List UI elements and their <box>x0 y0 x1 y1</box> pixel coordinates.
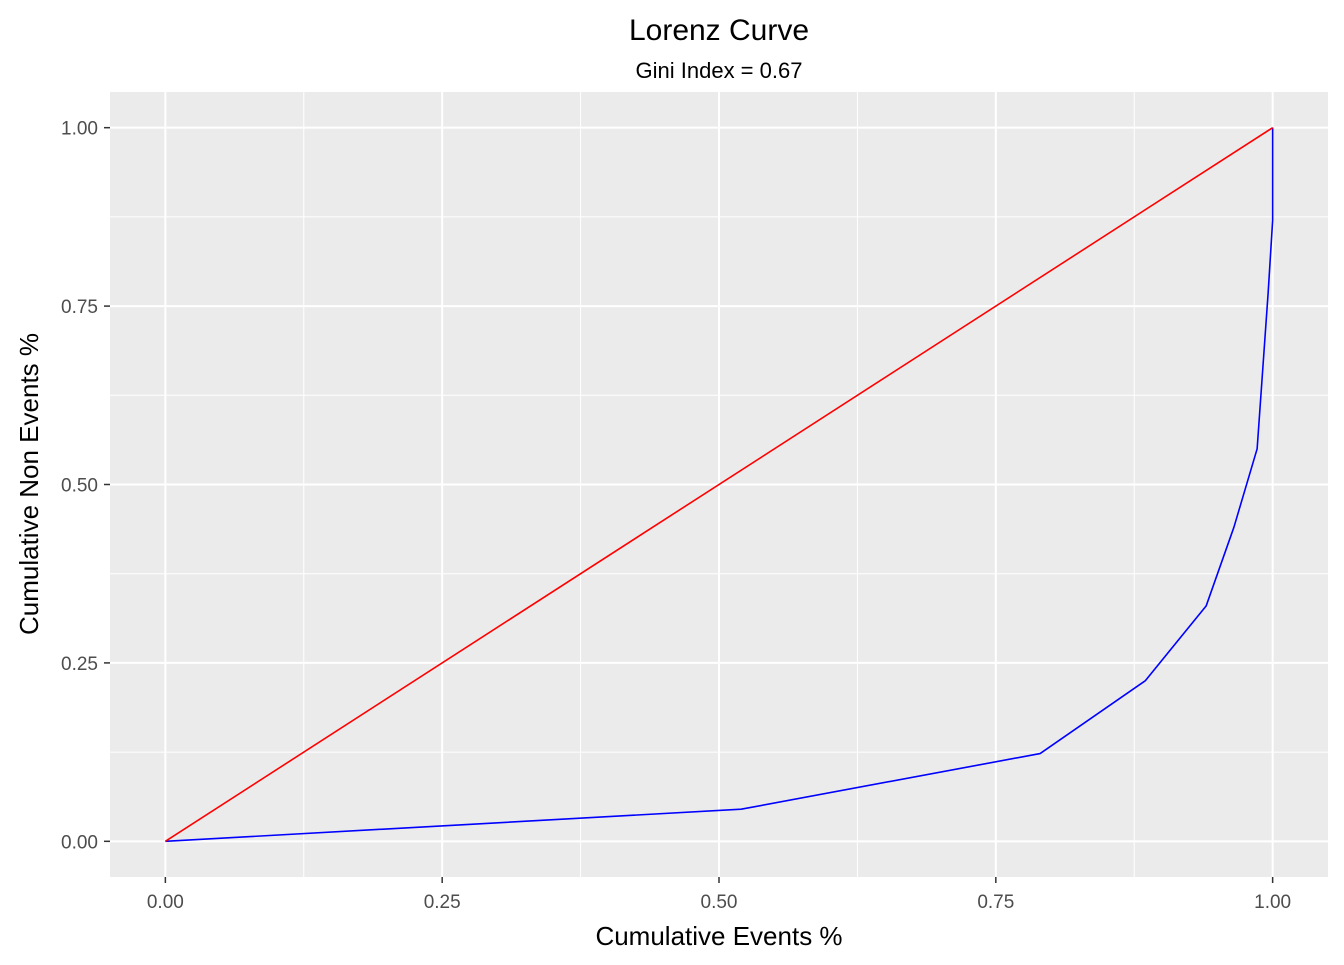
x-tick-label: 0.50 <box>701 892 738 913</box>
y-axis-title: Cumulative Non Events % <box>14 333 44 635</box>
lorenz-curve-line <box>165 127 1274 843</box>
y-tick-label: 0.50 <box>61 476 98 497</box>
series-layer <box>164 127 1274 843</box>
y-tick-label: 0.25 <box>61 654 98 675</box>
y-tick-label: 0.75 <box>61 297 98 318</box>
chart-title: Lorenz Curve <box>629 14 809 47</box>
chart-subtitle: Gini Index = 0.67 <box>636 58 803 83</box>
x-tick-label: 0.25 <box>424 892 461 913</box>
x-axis-ticks: 0.00 0.25 0.50 0.75 1.00 <box>147 877 1291 913</box>
x-axis-title: Cumulative Events % <box>595 921 842 951</box>
y-axis-ticks: 0.00 0.25 0.50 0.75 1.00 <box>61 119 110 853</box>
equality-line <box>164 127 1274 842</box>
x-tick-label: 1.00 <box>1254 892 1291 913</box>
y-tick-label: 0.00 <box>61 832 98 853</box>
y-tick-label: 1.00 <box>61 119 98 140</box>
x-tick-label: 0.75 <box>977 892 1014 913</box>
x-tick-label: 0.00 <box>147 892 184 913</box>
